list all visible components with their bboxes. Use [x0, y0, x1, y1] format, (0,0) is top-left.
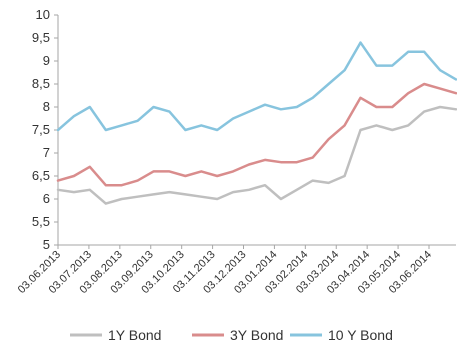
- y-tick-label: 5: [43, 237, 50, 252]
- legend-label-1: 3Y Bond: [230, 327, 283, 343]
- y-tick-label: 6,5: [32, 168, 50, 183]
- y-tick-label: 5,5: [32, 214, 50, 229]
- y-tick-label: 7,5: [32, 122, 50, 137]
- series-line-1: [56, 82, 457, 187]
- x-axis: 03.06.201303.07.201303.08.201303.09.2013…: [16, 244, 456, 296]
- y-axis: 5 5,5 6 6,5 7 7,5 8 8,5 9 9,5 10: [32, 7, 59, 252]
- legend-label-2: 10 Y Bond: [328, 327, 393, 343]
- y-tick-label: 8,5: [32, 76, 50, 91]
- y-tick-label: 9,5: [32, 30, 50, 45]
- y-tick-label: 6: [43, 191, 50, 206]
- y-tick-label: 9: [43, 53, 50, 68]
- series-layer: [56, 41, 457, 205]
- legend: 1Y Bond 3Y Bond 10 Y Bond: [70, 327, 393, 343]
- legend-label-0: 1Y Bond: [108, 327, 161, 343]
- series-line-2: [56, 41, 457, 132]
- y-tick-label: 10: [36, 7, 50, 22]
- series-line-0: [56, 105, 457, 205]
- y-tick-label: 7: [43, 145, 50, 160]
- y-tick-label: 8: [43, 99, 50, 114]
